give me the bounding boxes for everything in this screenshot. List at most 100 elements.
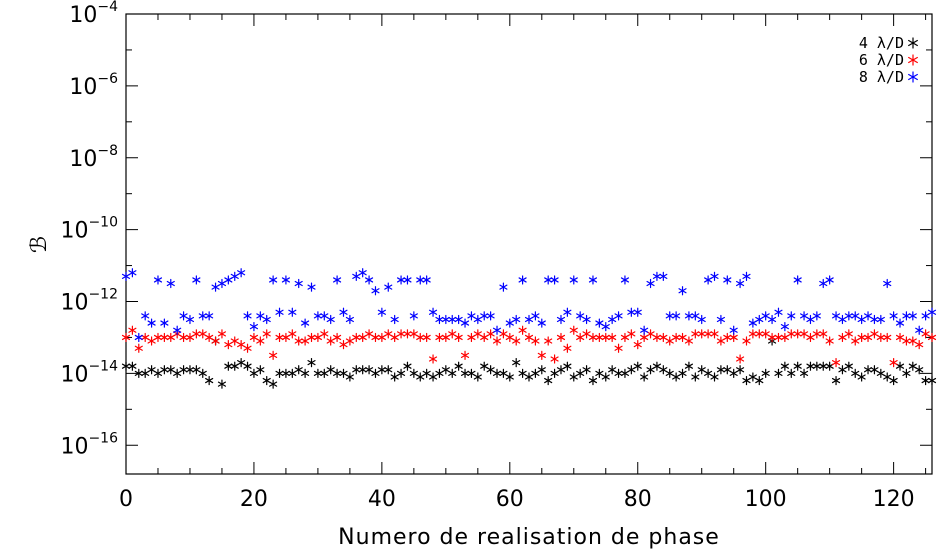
data-point xyxy=(729,325,738,335)
data-point xyxy=(684,311,693,321)
data-point xyxy=(857,372,866,382)
data-point xyxy=(320,368,329,378)
data-point xyxy=(768,314,777,325)
data-point xyxy=(153,275,163,285)
data-point xyxy=(384,282,393,292)
legend-marker xyxy=(908,37,918,49)
data-point xyxy=(160,332,169,343)
data-point xyxy=(812,311,821,321)
data-point xyxy=(345,314,354,325)
data-point xyxy=(876,314,885,325)
data-point xyxy=(736,365,745,375)
data-point xyxy=(141,311,150,321)
data-point xyxy=(697,314,706,325)
data-point xyxy=(537,318,546,328)
data-point xyxy=(403,275,412,285)
data-point xyxy=(927,375,937,386)
data-point xyxy=(672,372,681,382)
data-point xyxy=(428,354,438,364)
data-point xyxy=(505,318,514,328)
data-point xyxy=(179,332,188,343)
data-point xyxy=(659,332,668,343)
data-point xyxy=(563,343,572,353)
data-point xyxy=(825,361,834,371)
data-point xyxy=(121,271,131,281)
y-axis: 10−4 10−6 10−8 10−10 10−12 10−14 10−16 xyxy=(60,0,932,459)
data-point xyxy=(147,336,156,346)
data-point xyxy=(192,275,201,285)
data-point xyxy=(691,311,700,321)
data-points xyxy=(121,268,937,389)
data-point xyxy=(409,368,418,378)
data-point xyxy=(780,332,789,343)
data-point xyxy=(665,311,674,321)
data-point xyxy=(512,336,521,346)
data-point xyxy=(825,275,834,285)
data-point xyxy=(416,275,425,285)
data-point xyxy=(396,329,406,339)
data-point xyxy=(198,329,207,339)
data-point xyxy=(377,365,386,375)
data-point xyxy=(544,375,553,386)
data-point xyxy=(831,375,841,386)
plot-frame xyxy=(125,13,933,475)
data-point xyxy=(857,332,866,343)
data-point xyxy=(333,368,342,378)
data-point xyxy=(211,282,220,292)
data-point xyxy=(563,361,572,371)
data-point xyxy=(556,332,566,343)
data-point xyxy=(160,365,169,375)
data-point xyxy=(524,332,534,343)
data-point xyxy=(704,275,713,285)
data-point xyxy=(697,365,706,375)
data-point xyxy=(524,372,534,382)
data-point xyxy=(275,307,284,317)
data-point xyxy=(243,343,252,353)
data-point xyxy=(614,311,623,321)
data-point xyxy=(377,307,386,317)
data-point xyxy=(454,361,463,371)
data-point xyxy=(243,311,252,321)
data-point xyxy=(345,372,354,382)
data-point xyxy=(608,365,617,375)
data-point xyxy=(672,332,681,343)
data-point xyxy=(608,332,617,343)
data-point xyxy=(422,332,431,343)
data-point xyxy=(365,365,374,375)
data-point xyxy=(652,361,662,371)
data-point xyxy=(531,368,540,378)
data-point xyxy=(704,368,713,378)
data-point xyxy=(518,275,527,285)
data-point xyxy=(320,329,329,339)
data-point xyxy=(742,336,751,346)
data-point xyxy=(358,332,367,343)
data-point xyxy=(889,311,898,321)
data-point xyxy=(262,329,271,339)
data-point xyxy=(243,361,252,371)
data-point xyxy=(365,329,374,339)
data-point xyxy=(134,332,143,343)
data-point xyxy=(870,329,879,339)
data-point xyxy=(320,311,329,321)
x-axis: 0 20 40 60 80 100 120 xyxy=(119,14,927,512)
data-point xyxy=(844,329,853,339)
data-point xyxy=(281,332,290,343)
data-point xyxy=(742,271,751,281)
data-point xyxy=(409,329,418,339)
data-point xyxy=(326,314,335,325)
data-point xyxy=(454,314,463,325)
x-tick-label: 120 xyxy=(873,487,915,512)
data-point xyxy=(550,275,559,285)
data-point xyxy=(352,271,361,281)
data-point xyxy=(665,368,674,378)
data-point xyxy=(281,275,290,285)
data-point xyxy=(915,365,924,375)
data-point xyxy=(269,379,278,389)
data-point xyxy=(224,340,233,350)
data-point xyxy=(358,268,367,278)
data-point xyxy=(831,357,841,368)
data-point xyxy=(582,314,591,325)
data-point xyxy=(838,365,847,375)
data-point xyxy=(256,311,265,321)
data-point xyxy=(601,322,610,332)
